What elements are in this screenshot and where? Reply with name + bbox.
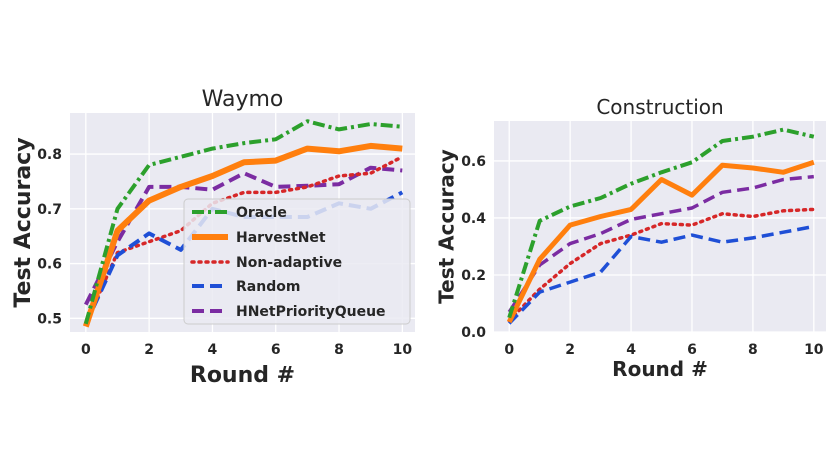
- y-tick-label: 0.6: [37, 257, 62, 273]
- series-line-harvestnet: [506, 159, 815, 324]
- y-tick-label: 0.0: [461, 325, 486, 341]
- x-tick-label: 8: [334, 342, 344, 358]
- series-line-non-adaptive: [84, 155, 405, 326]
- y-tick-label: 0.4: [461, 211, 486, 227]
- x-tick-label: 2: [144, 342, 154, 358]
- series-line-hnetpriorityqueue: [507, 174, 814, 313]
- x-tick-label: 10: [804, 342, 824, 358]
- legend-label-hnetpriorityqueue: HNetPriorityQueue: [236, 304, 386, 320]
- legend-label-random: Random: [236, 279, 300, 295]
- legend-box: [183, 198, 411, 325]
- construction-x-axis-label: Round #: [612, 357, 708, 381]
- y-tick-label: 0.8: [37, 147, 62, 163]
- y-tick-label: 0.5: [37, 311, 62, 327]
- x-tick-label: 4: [208, 342, 218, 358]
- y-tick-label: 0.2: [461, 268, 486, 284]
- x-tick-label: 0: [504, 342, 514, 358]
- construction-series: [506, 127, 816, 325]
- x-tick-label: 6: [687, 342, 697, 358]
- waymo-title: Waymo: [202, 87, 284, 112]
- legend: Oracle HarvestNet Non-adaptive Random HN…: [183, 198, 411, 325]
- waymo-x-axis-label: Round #: [190, 363, 295, 388]
- construction-panel: 0 2 4 6 8 10 0.0 0.2 0.4 0.6 Construction Round #…: [435, 95, 826, 381]
- waymo-y-axis-label: Test Accuracy: [11, 137, 36, 307]
- legend-label-oracle: Oracle: [236, 205, 287, 221]
- series-line-harvestnet: [82, 142, 403, 328]
- construction-tick-labels: 0 2 4 6 8 10 0.0 0.2 0.4 0.6: [461, 154, 824, 358]
- x-tick-label: 6: [271, 342, 281, 358]
- series-line-non-adaptive: [507, 207, 816, 323]
- series-line-hnetpriorityqueue: [84, 165, 403, 306]
- legend-label-non-adaptive: Non-adaptive: [236, 255, 342, 271]
- series-line-random: [507, 224, 815, 325]
- y-tick-label: 0.6: [461, 154, 486, 170]
- series-line-oracle: [507, 127, 815, 319]
- y-tick-label: 0.7: [37, 202, 62, 218]
- x-tick-label: 4: [626, 342, 636, 358]
- series-line-oracle: [83, 119, 403, 325]
- x-tick-label: 8: [748, 342, 758, 358]
- waymo-tick-labels: 0 2 4 6 8 10 0.5 0.6 0.7 0.8: [37, 147, 412, 358]
- construction-title: Construction: [596, 95, 723, 119]
- x-tick-label: 10: [393, 342, 413, 358]
- construction-y-axis-label: Test Accuracy: [435, 149, 459, 304]
- x-tick-label: 0: [81, 342, 91, 358]
- legend-label-harvestnet: HarvestNet: [236, 230, 326, 246]
- x-tick-label: 2: [565, 342, 575, 358]
- construction-plot-area: [494, 121, 826, 332]
